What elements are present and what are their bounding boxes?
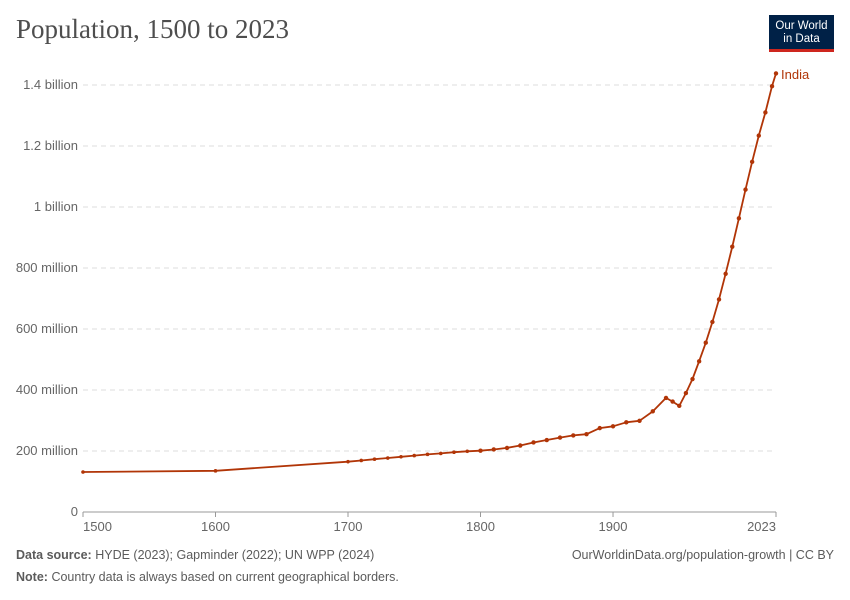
- data-point: [584, 432, 589, 437]
- y-tick-label: 600 million: [16, 321, 78, 336]
- x-tick-label: 1700: [334, 519, 363, 534]
- y-tick-label: 1 billion: [34, 199, 78, 214]
- y-tick-label: 1.4 billion: [23, 77, 78, 92]
- logo-line2: in Data: [783, 33, 820, 45]
- data-source: Data source: HYDE (2023); Gapminder (202…: [16, 548, 374, 562]
- x-tick-label: 2023: [747, 519, 776, 534]
- data-point: [773, 71, 779, 76]
- y-tick-label: 0: [71, 504, 78, 519]
- data-point: [346, 459, 350, 464]
- logo-line1: Our World: [775, 20, 828, 32]
- data-point: [518, 443, 523, 448]
- data-point: [597, 425, 602, 431]
- data-point: [716, 297, 722, 302]
- data-point: [683, 390, 689, 396]
- data-point: [491, 447, 496, 452]
- x-tick-label: 1900: [599, 519, 628, 534]
- data-point: [763, 110, 768, 115]
- data-point: [677, 403, 682, 409]
- data-point: [81, 470, 85, 474]
- data-point: [571, 433, 576, 438]
- data-point: [703, 340, 708, 345]
- data-point: [663, 395, 669, 401]
- data-point: [637, 418, 642, 424]
- data-point: [531, 440, 536, 445]
- series-line-india: [82, 73, 777, 473]
- x-tick-label: 1800: [466, 519, 495, 534]
- owid-logo[interactable]: Our World in Data: [769, 15, 834, 52]
- data-point: [438, 451, 443, 456]
- data-point: [465, 449, 470, 454]
- chart-title: Population, 1500 to 2023: [16, 14, 290, 44]
- data-point: [736, 216, 742, 221]
- data-point: [756, 133, 761, 138]
- y-tick-label: 200 million: [16, 443, 78, 458]
- data-point: [670, 399, 675, 404]
- note: Note: Country data is always based on cu…: [16, 570, 399, 584]
- data-point: [696, 359, 702, 364]
- data-point: [743, 187, 748, 192]
- data-point: [372, 457, 377, 462]
- data-point: [749, 159, 755, 165]
- y-tick-label: 400 million: [16, 382, 78, 397]
- note-text: Country data is always based on current …: [51, 570, 399, 584]
- y-tick-label: 800 million: [16, 260, 78, 275]
- data-point: [690, 376, 695, 382]
- data-point: [452, 450, 456, 455]
- series-label: India: [781, 67, 810, 82]
- data-point: [624, 420, 629, 425]
- note-label: Note:: [16, 570, 48, 584]
- x-tick-label: 1500: [83, 519, 112, 534]
- data-point: [610, 424, 616, 429]
- data-point: [213, 469, 218, 473]
- data-point: [385, 456, 390, 460]
- y-tick-label: 1.2 billion: [23, 138, 78, 153]
- x-tick-label: 1600: [201, 519, 230, 534]
- data-point: [650, 409, 655, 414]
- data-point: [399, 454, 403, 459]
- source-label: Data source:: [16, 548, 92, 562]
- source-link[interactable]: OurWorldinData.org/population-growth | C…: [571, 548, 834, 562]
- data-point: [769, 84, 775, 89]
- data-point: [478, 448, 483, 453]
- data-point: [412, 453, 417, 458]
- source-text: HYDE (2023); Gapminder (2022); UN WPP (2…: [95, 548, 375, 562]
- data-point: [544, 437, 549, 443]
- data-point: [710, 319, 715, 325]
- data-point: [425, 452, 430, 457]
- data-point: [723, 271, 728, 276]
- data-point: [504, 445, 510, 451]
- data-point: [730, 244, 735, 249]
- data-point: [557, 435, 563, 440]
- data-point: [359, 458, 364, 463]
